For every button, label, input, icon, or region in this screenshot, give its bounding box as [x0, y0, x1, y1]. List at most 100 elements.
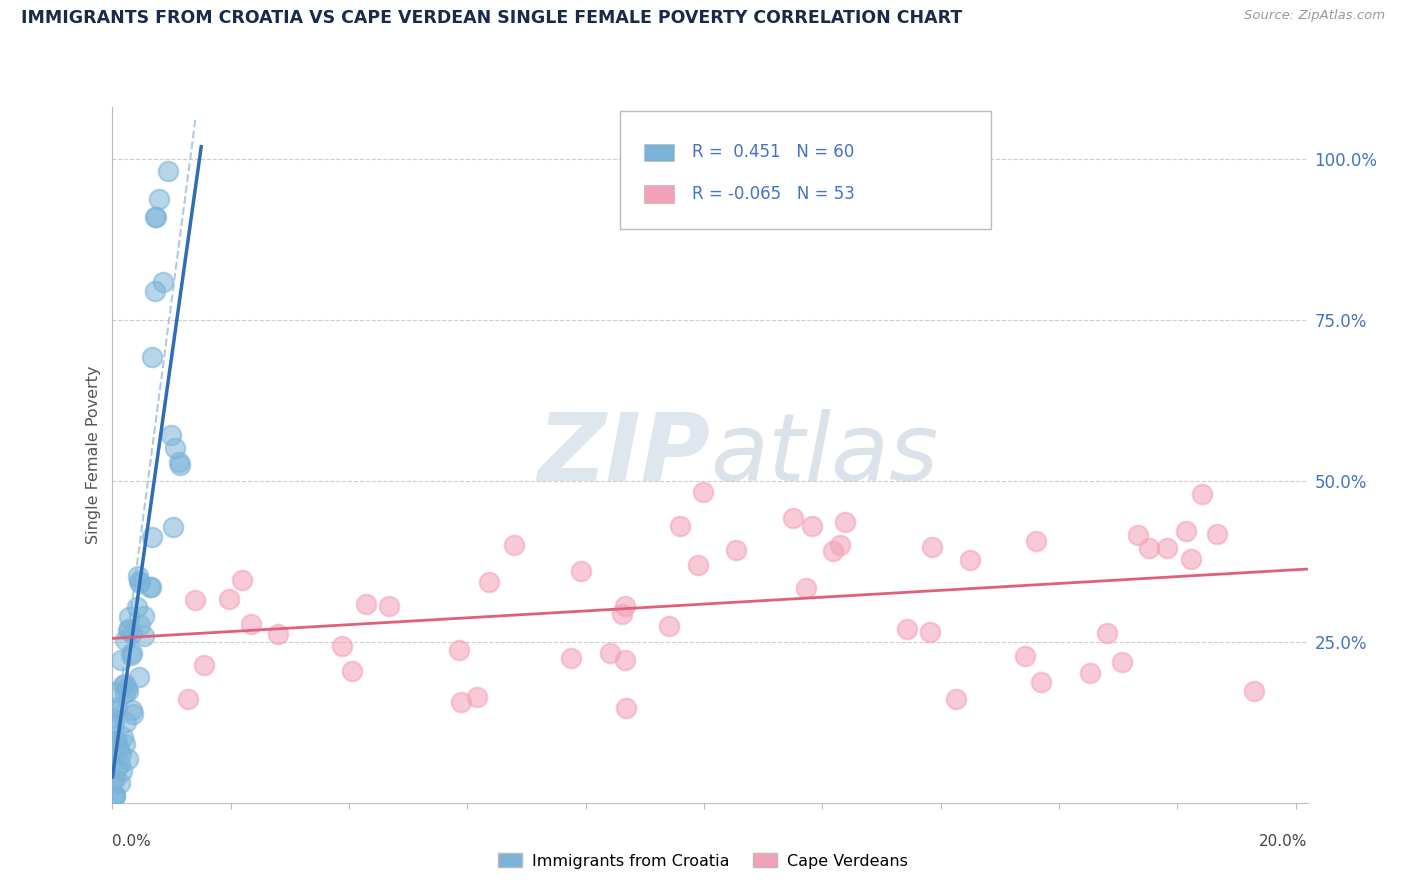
- Point: [447, 642, 470, 657]
- Point: [110, 653, 132, 667]
- Point: [129, 576, 152, 591]
- Point: [152, 275, 174, 289]
- Point: [105, 761, 128, 775]
- Point: [239, 617, 262, 632]
- Point: [104, 772, 127, 786]
- Point: [959, 552, 981, 566]
- Point: [114, 632, 136, 647]
- Point: [945, 691, 967, 706]
- Point: [112, 730, 135, 744]
- Point: [177, 691, 200, 706]
- Point: [118, 609, 141, 624]
- Point: [101, 703, 124, 717]
- Point: [231, 574, 253, 588]
- Text: R = -0.065   N = 53: R = -0.065 N = 53: [692, 185, 855, 203]
- Point: [105, 734, 128, 748]
- Point: [1095, 626, 1118, 640]
- Point: [1126, 527, 1149, 541]
- Point: [1137, 541, 1160, 555]
- Point: [599, 647, 621, 661]
- Point: [1191, 486, 1213, 500]
- Point: [184, 592, 207, 607]
- Point: [921, 541, 943, 555]
- Point: [141, 350, 163, 364]
- FancyBboxPatch shape: [620, 111, 991, 229]
- Point: [117, 684, 139, 698]
- Point: [101, 773, 124, 788]
- Point: [128, 669, 150, 683]
- Point: [614, 701, 637, 715]
- Point: [1243, 684, 1265, 698]
- Point: [101, 684, 124, 698]
- Point: [162, 519, 184, 533]
- Point: [118, 623, 141, 637]
- Point: [148, 192, 170, 206]
- Text: IMMIGRANTS FROM CROATIA VS CAPE VERDEAN SINGLE FEMALE POVERTY CORRELATION CHART: IMMIGRANTS FROM CROATIA VS CAPE VERDEAN …: [21, 9, 962, 27]
- Point: [167, 455, 190, 469]
- Point: [830, 538, 852, 552]
- Point: [110, 776, 132, 790]
- Point: [104, 788, 127, 802]
- Text: ZIP: ZIP: [537, 409, 710, 501]
- Point: [121, 703, 143, 717]
- Point: [1031, 675, 1053, 690]
- Point: [121, 646, 143, 660]
- Point: [156, 164, 179, 178]
- Point: [103, 789, 125, 804]
- Point: [108, 742, 131, 756]
- Point: [101, 711, 124, 725]
- Y-axis label: Single Female Poverty: Single Female Poverty: [86, 366, 101, 544]
- Point: [450, 695, 472, 709]
- Point: [725, 543, 748, 558]
- Point: [125, 600, 148, 615]
- Point: [1111, 655, 1133, 669]
- Point: [218, 591, 240, 606]
- Point: [143, 210, 166, 224]
- Point: [569, 564, 592, 578]
- Point: [104, 732, 127, 747]
- Point: [1205, 527, 1227, 541]
- Point: [782, 510, 804, 524]
- Point: [165, 442, 187, 456]
- Point: [834, 515, 856, 529]
- Text: 20.0%: 20.0%: [1260, 834, 1308, 849]
- Text: Source: ZipAtlas.com: Source: ZipAtlas.com: [1244, 9, 1385, 22]
- Text: R =  0.451   N = 60: R = 0.451 N = 60: [692, 144, 855, 161]
- Point: [1025, 534, 1047, 549]
- Point: [378, 599, 401, 613]
- Point: [121, 707, 143, 722]
- Point: [465, 690, 488, 704]
- Text: 0.0%: 0.0%: [112, 834, 152, 849]
- Point: [794, 581, 817, 595]
- Point: [117, 681, 139, 695]
- Point: [141, 530, 163, 544]
- Point: [267, 626, 290, 640]
- Point: [560, 651, 582, 665]
- Point: [160, 428, 183, 442]
- Point: [610, 607, 633, 621]
- Point: [613, 653, 636, 667]
- Point: [896, 623, 918, 637]
- Point: [132, 629, 155, 643]
- Point: [193, 657, 215, 672]
- Point: [669, 518, 692, 533]
- Bar: [644, 186, 675, 202]
- Point: [139, 580, 162, 594]
- Point: [1180, 552, 1202, 566]
- Point: [918, 625, 941, 640]
- Bar: [644, 144, 675, 161]
- Point: [128, 574, 150, 588]
- Point: [104, 789, 127, 804]
- Point: [120, 648, 142, 662]
- Point: [332, 639, 354, 653]
- Point: [105, 700, 128, 714]
- Point: [114, 737, 136, 751]
- Point: [1014, 648, 1036, 663]
- Point: [114, 677, 136, 691]
- Text: atlas: atlas: [710, 409, 938, 500]
- Point: [114, 686, 136, 700]
- Point: [478, 574, 501, 589]
- Point: [132, 608, 155, 623]
- Point: [108, 756, 131, 771]
- Point: [115, 714, 138, 729]
